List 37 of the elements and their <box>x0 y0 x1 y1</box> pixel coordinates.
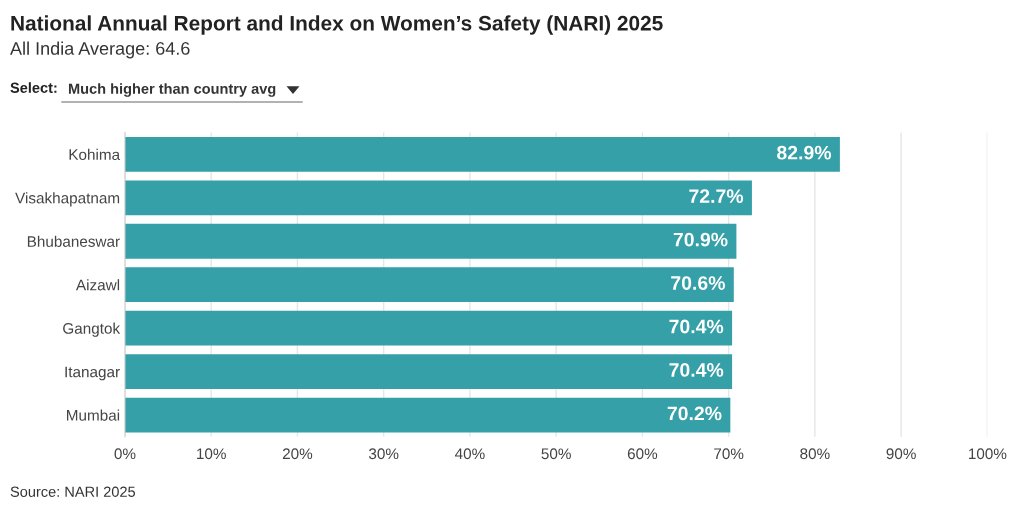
y-tick-label: Bhubaneswar <box>27 235 120 247</box>
x-tick-label: 70% <box>714 448 744 460</box>
data-label: 70.4% <box>669 319 724 334</box>
data-label: 72.7% <box>689 189 744 203</box>
source-note: Source: NARI 2025 <box>10 486 136 497</box>
chart-title: National Annual Report and Index on Women’s Safety (NARI) 2025 <box>11 15 663 35</box>
data-label: 70.4% <box>669 363 724 377</box>
data-label: 70.9% <box>673 232 728 247</box>
x-tick-label: 60% <box>627 448 658 460</box>
y-tick-label: Kohima <box>69 148 121 161</box>
data-label: 70.2% <box>667 406 722 421</box>
bar <box>124 354 733 389</box>
x-tick-label: 90% <box>886 448 916 460</box>
bar <box>124 310 733 346</box>
chart-subtitle: All India Average: 64.6 <box>10 41 190 59</box>
bar <box>124 397 731 433</box>
y-tick-label: Itanagar <box>65 366 120 381</box>
x-tick-label: 30% <box>368 448 399 460</box>
bar <box>124 136 840 172</box>
bar <box>124 223 737 259</box>
x-tick-label: 50% <box>541 448 571 460</box>
text: Select: <box>10 82 57 93</box>
x-tick-label: 10% <box>197 448 226 460</box>
x-tick-label: 20% <box>282 448 313 460</box>
y-tick-label: Mumbai <box>67 409 120 421</box>
y-tick-label: Aizawl <box>75 279 120 291</box>
data-label: 82.9% <box>777 145 832 160</box>
x-tick-label: 40% <box>454 448 485 460</box>
x-tick-label: 0% <box>114 448 136 460</box>
bar <box>124 180 752 216</box>
y-tick-label: Visakhapatnam <box>15 192 120 207</box>
text: Much higher than country avg <box>68 83 276 97</box>
data-label: 70.6% <box>671 276 725 290</box>
x-tick-label: 100% <box>968 448 1007 460</box>
bar <box>124 267 734 303</box>
y-tick-label: Gangtok <box>63 322 121 337</box>
x-tick-label: 80% <box>800 448 830 460</box>
